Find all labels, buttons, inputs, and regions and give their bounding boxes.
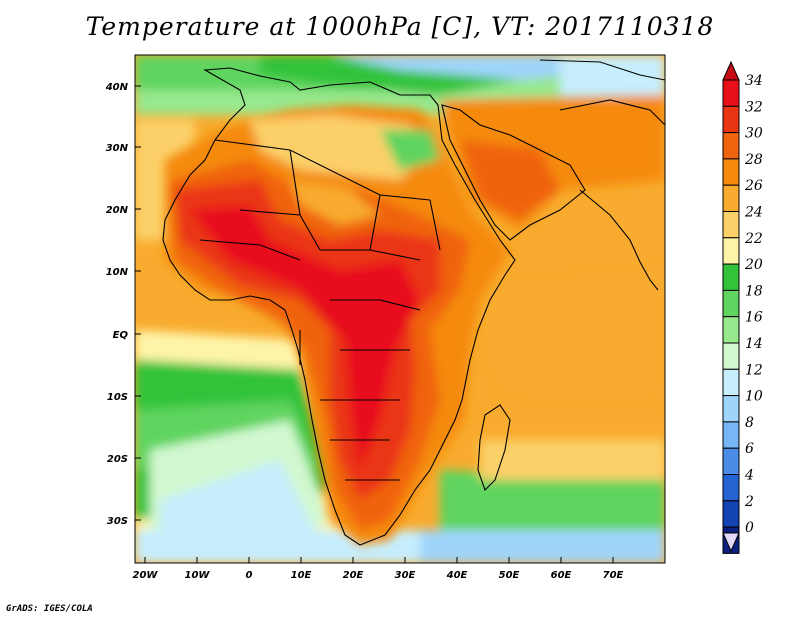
colorbar-label: 26 (744, 178, 763, 194)
lat-label-eq: EQ (113, 330, 129, 341)
colorbar-label: 30 (745, 126, 763, 142)
colorbar-segment (722, 105, 740, 134)
colorbar-segment (722, 316, 740, 344)
lat-label-10n: 10N (106, 267, 129, 278)
colorbar-segment (722, 184, 740, 212)
colorbar-segment (722, 368, 740, 397)
lon-label-0: 0 (246, 570, 253, 581)
colorbar-segment (722, 263, 740, 291)
lat-label-20n: 20N (106, 205, 129, 216)
colorbar-bottom-arrow (722, 532, 740, 553)
colorbar-label: 34 (745, 73, 763, 89)
colorbar-segment (722, 237, 740, 265)
lon-label-40e: 40E (446, 570, 468, 581)
latitude-labels: 40N 30N 20N 10N EQ 10S 20S 30S (105, 82, 129, 527)
colorbar-label: 22 (744, 231, 763, 247)
colorbar-label: 8 (745, 415, 754, 431)
lon-label-20w: 20W (133, 570, 159, 581)
colorbar-segment (722, 342, 740, 370)
colorbar-label: 28 (744, 152, 763, 168)
lon-label-60e: 60E (551, 570, 572, 581)
lat-label-40n: 40N (105, 82, 129, 93)
colorbar-segment (722, 395, 740, 423)
map-frame (134, 54, 666, 564)
lon-label-20e: 20E (343, 570, 364, 581)
colorbar-label: 32 (745, 99, 763, 115)
colorbar-segment (722, 289, 740, 318)
longitude-labels: 20W 10W 0 10E 20E 30E 40E 50E 60E 70E (133, 570, 624, 581)
colorbar-label: 10 (745, 389, 763, 405)
lon-label-50e: 50E (499, 570, 520, 581)
coastlines (162, 59, 665, 546)
lon-label-10w: 10W (185, 570, 211, 581)
temperature-field (135, 55, 665, 563)
colorbar-label: 2 (744, 494, 754, 510)
colorbar-segment (722, 500, 740, 528)
colorbar-label: 16 (745, 310, 763, 326)
colorbar-label: 6 (745, 441, 754, 457)
lat-label-20s: 20S (107, 454, 128, 465)
colorbar-label: 18 (745, 283, 763, 299)
colorbar-segment (722, 132, 740, 160)
lon-label-70e: 70E (603, 570, 624, 581)
colorbar-segment (722, 211, 740, 239)
lat-label-30s: 30S (107, 516, 128, 527)
colorbar-segment (722, 421, 740, 449)
colorbar-segment (722, 79, 740, 107)
colorbar-label: 12 (745, 362, 763, 378)
colorbar-segment (722, 474, 740, 502)
lon-label-30e: 30E (395, 570, 416, 581)
lon-label-10e: 10E (291, 570, 312, 581)
colorbar-label: 20 (744, 257, 763, 273)
axis-ticks (135, 85, 614, 563)
colorbar-segment (722, 158, 740, 186)
colorbar-top-arrow (722, 60, 740, 81)
colorbar-label: 4 (744, 468, 754, 484)
lat-label-10s: 10S (107, 392, 128, 403)
footer-credit: GrADS: IGES/COLA (6, 604, 93, 614)
colorbar-label: 14 (745, 336, 763, 352)
lat-label-30n: 30N (106, 143, 129, 154)
colorbar-label: 24 (744, 205, 763, 221)
colorbar-segment (722, 447, 740, 476)
map-title: Temperature at 1000hPa [C], VT: 20171103… (85, 12, 715, 41)
colorbar-label: 0 (745, 520, 754, 536)
